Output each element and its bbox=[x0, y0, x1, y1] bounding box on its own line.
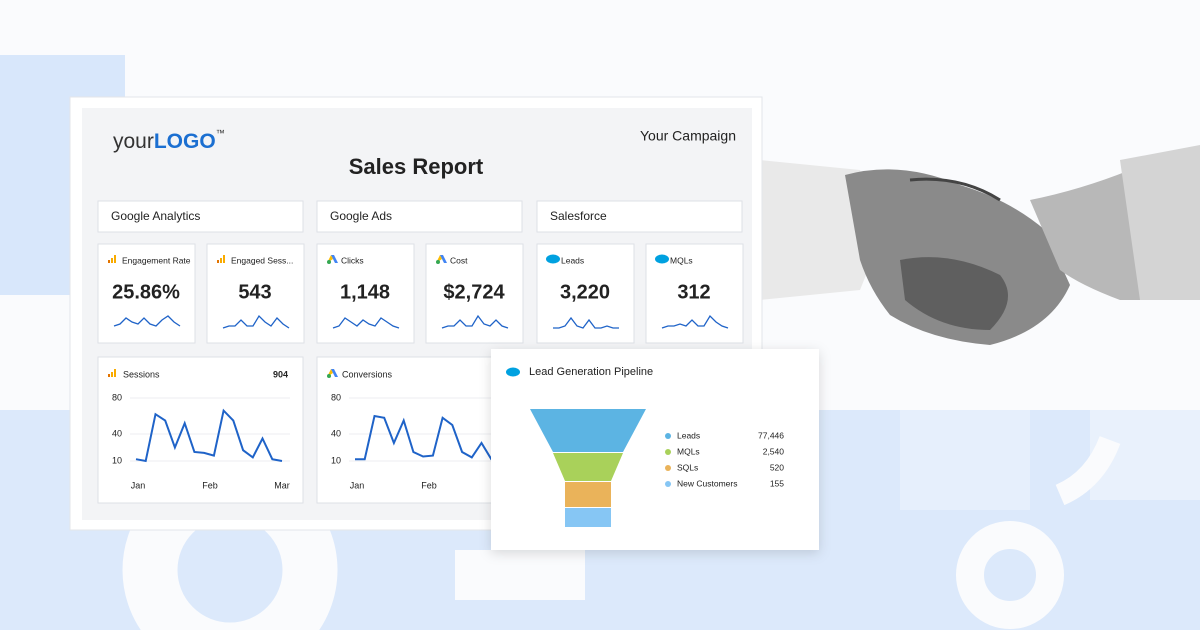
handshake-photo bbox=[760, 145, 1200, 345]
legend-value: 77,446 bbox=[758, 430, 784, 440]
chart-card bbox=[316, 356, 523, 504]
chart-total: 904 bbox=[273, 369, 288, 379]
source-icon bbox=[108, 369, 116, 377]
icon-part bbox=[111, 258, 113, 263]
legend-label: SQLs bbox=[677, 462, 698, 472]
campaign-name: Your Campaign bbox=[640, 128, 736, 144]
section-header bbox=[97, 200, 304, 233]
kpi-card bbox=[316, 243, 415, 344]
kpi-value: 543 bbox=[238, 281, 271, 303]
logo-bold: LOGO bbox=[154, 130, 216, 153]
funnel-stage bbox=[553, 453, 623, 481]
icon-part bbox=[108, 374, 110, 377]
section-header bbox=[316, 200, 523, 233]
pipeline-card: Lead Generation Pipeline Leads 77,446 MQLs 2… bbox=[491, 349, 819, 550]
x-tick-label: Feb bbox=[421, 480, 437, 490]
x-tick-label: Mar bbox=[274, 480, 290, 490]
legend-swatch bbox=[665, 481, 671, 487]
kpi-value: 25.86% bbox=[112, 281, 180, 303]
chart-title: Sessions bbox=[123, 369, 160, 379]
kpi-label: Leads bbox=[561, 255, 584, 265]
icon-part bbox=[331, 255, 338, 263]
icon-part bbox=[327, 374, 331, 378]
funnel-stage bbox=[565, 482, 611, 507]
source-icon bbox=[655, 254, 669, 264]
x-tick-label: Jan bbox=[350, 480, 365, 490]
source-icon bbox=[506, 367, 520, 377]
line-series bbox=[355, 414, 502, 462]
icon-part bbox=[327, 260, 331, 264]
section-header bbox=[536, 200, 743, 233]
line-series bbox=[135, 408, 283, 463]
x-tick-label: Feb bbox=[202, 480, 218, 490]
legend-value: 520 bbox=[770, 462, 784, 472]
source-icon bbox=[546, 254, 560, 264]
source-icon bbox=[327, 369, 338, 378]
icon-part bbox=[114, 255, 116, 263]
icon-part bbox=[436, 260, 440, 264]
kpi-label: MQLs bbox=[670, 255, 693, 265]
icon-part bbox=[331, 369, 338, 377]
icon-part bbox=[506, 367, 520, 377]
pipeline-title: Lead Generation Pipeline bbox=[529, 366, 653, 378]
legend-label: MQLs bbox=[677, 446, 700, 456]
sparkline bbox=[553, 316, 619, 329]
legend-value: 2,540 bbox=[763, 446, 785, 456]
kpi-value: $2,724 bbox=[443, 281, 505, 303]
icon-part bbox=[655, 254, 669, 264]
icon-part bbox=[440, 255, 447, 263]
legend-value: 155 bbox=[770, 478, 784, 488]
report-title: Sales Report bbox=[349, 154, 484, 179]
kpi-value: 3,220 bbox=[560, 281, 610, 303]
y-tick-label: 80 bbox=[331, 392, 341, 402]
legend-label: Leads bbox=[677, 430, 700, 440]
kpi-label: Engagement Rate bbox=[122, 255, 191, 265]
y-tick-label: 40 bbox=[112, 428, 122, 438]
kpi-card bbox=[425, 243, 524, 344]
funnel-stage bbox=[565, 508, 611, 527]
sparkline bbox=[441, 314, 509, 329]
source-icon bbox=[217, 255, 225, 263]
sparkline bbox=[222, 314, 290, 329]
chart-title: Conversions bbox=[342, 369, 393, 379]
kpi-label: Engaged Sess... bbox=[231, 255, 293, 265]
chart-card bbox=[97, 356, 304, 504]
icon-part bbox=[223, 255, 225, 263]
sparkline bbox=[332, 317, 400, 329]
legend-swatch bbox=[665, 449, 671, 455]
y-tick-label: 10 bbox=[112, 455, 122, 465]
y-tick-label: 80 bbox=[112, 392, 122, 402]
icon-part bbox=[114, 369, 116, 377]
sparkline bbox=[113, 315, 181, 327]
y-tick-label: 10 bbox=[331, 455, 341, 465]
sparkline bbox=[661, 314, 729, 329]
y-tick-label: 40 bbox=[331, 428, 341, 438]
section-title: Google Analytics bbox=[111, 209, 200, 223]
logo-mark: ™ bbox=[216, 128, 225, 138]
source-icon bbox=[108, 255, 116, 263]
report-content: Google Analytics Engagement Rate 25.86% Eng… bbox=[97, 200, 744, 504]
icon-part bbox=[220, 258, 222, 263]
kpi-value: 312 bbox=[677, 281, 710, 303]
legend-swatch bbox=[665, 465, 671, 471]
icon-part bbox=[546, 254, 560, 264]
kpi-label: Cost bbox=[450, 255, 468, 265]
logo: yourLOGO™ bbox=[113, 128, 225, 152]
source-icon bbox=[436, 255, 447, 264]
funnel-stage bbox=[530, 409, 646, 452]
x-tick-label: Jan bbox=[131, 480, 146, 490]
kpi-label: Clicks bbox=[341, 255, 364, 265]
icon-part bbox=[111, 372, 113, 377]
icon-part bbox=[217, 260, 219, 263]
section-title: Google Ads bbox=[330, 209, 392, 223]
legend-swatch bbox=[665, 433, 671, 439]
section-title: Salesforce bbox=[550, 209, 607, 223]
legend-label: New Customers bbox=[677, 478, 737, 488]
icon-part bbox=[108, 260, 110, 263]
source-icon bbox=[327, 255, 338, 264]
kpi-value: 1,148 bbox=[340, 281, 390, 303]
logo-light: your bbox=[113, 130, 154, 153]
